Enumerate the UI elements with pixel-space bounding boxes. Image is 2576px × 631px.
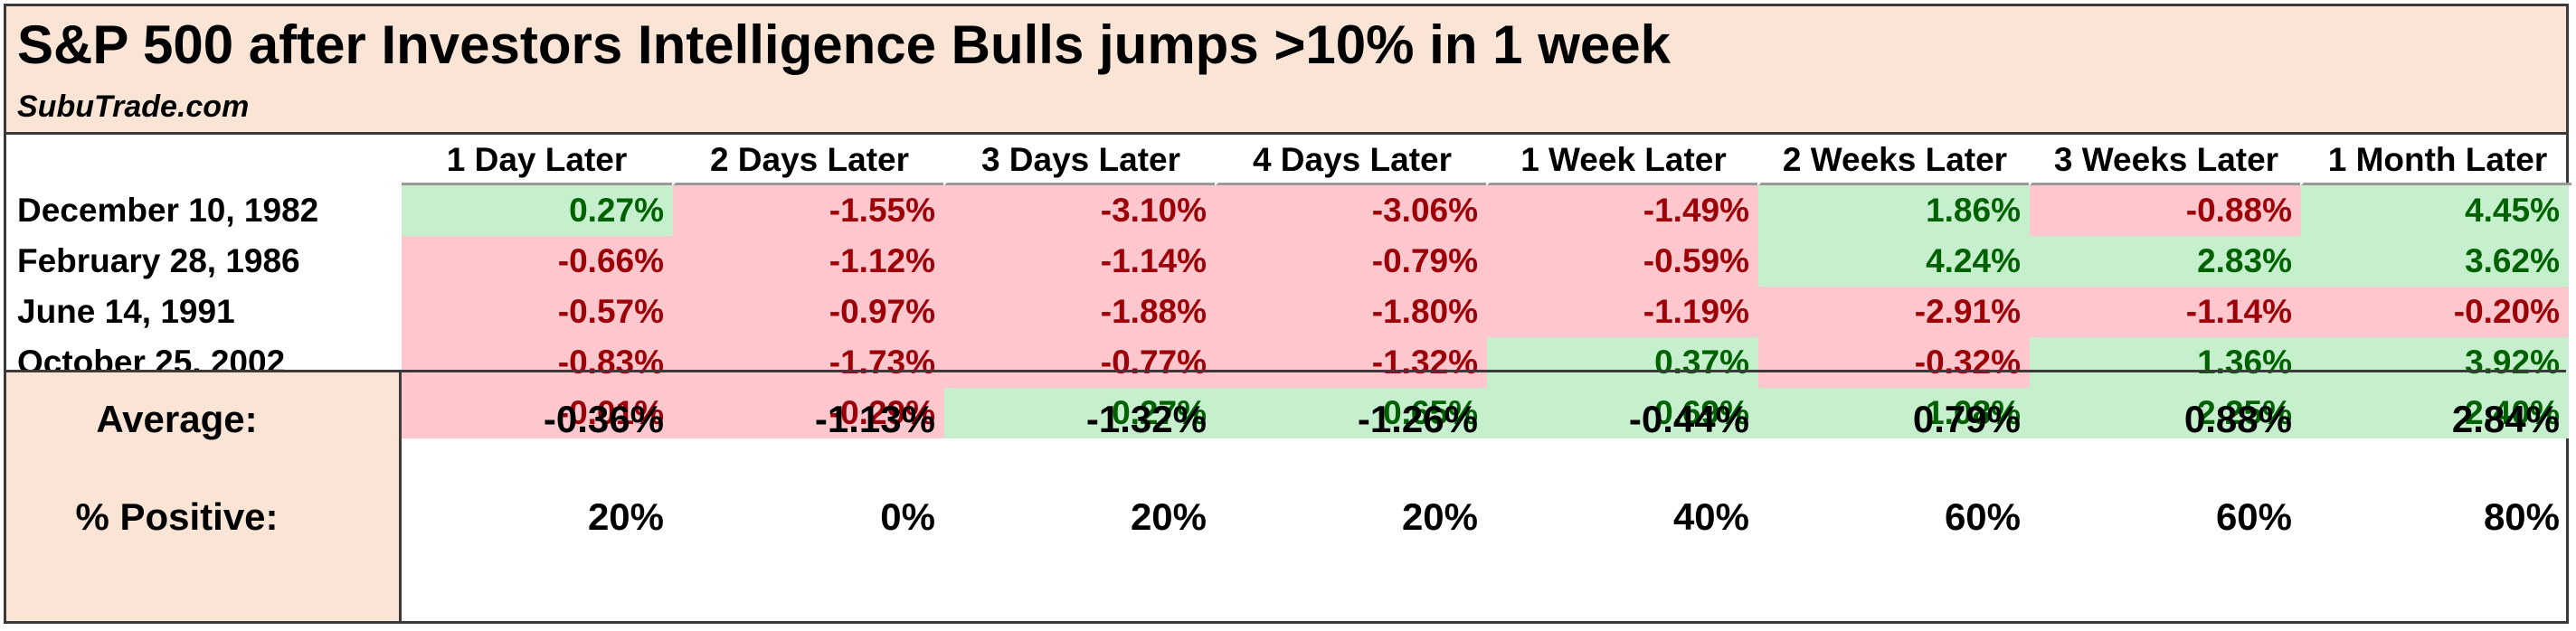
column-header: 1 Week Later bbox=[1487, 135, 1757, 185]
summary-value: 0.79% bbox=[1912, 398, 2021, 440]
table-row: February 28, 1986 -0.66% -1.12% -1.14% -0.79… bbox=[6, 236, 2569, 287]
return-cell: -1.88% bbox=[944, 287, 1216, 337]
summary-value: 60% bbox=[1944, 495, 2021, 538]
summary-label: Average: bbox=[96, 398, 258, 440]
summary-value: 0% bbox=[880, 495, 935, 538]
table-header-banner: S&P 500 after Investors Intelligence Bul… bbox=[6, 6, 2566, 135]
column-header: 3 Weeks Later bbox=[2030, 135, 2300, 185]
column-header: 1 Day Later bbox=[402, 135, 672, 185]
return-cell: -1.49% bbox=[1487, 185, 1758, 236]
table-row: December 10, 1982 0.27% -1.55% -3.10% -3.06%… bbox=[6, 185, 2569, 236]
summary-value: 20% bbox=[1401, 495, 1478, 538]
source-label: SubuTrade.com bbox=[17, 89, 250, 124]
summary-label: % Positive: bbox=[75, 495, 279, 538]
return-cell: 3.62% bbox=[2301, 236, 2569, 287]
summary-section: Average: -0.36% -1.13% -1.32% -1.26% -0.44% 0.… bbox=[6, 370, 2566, 621]
return-cell: 4.45% bbox=[2301, 185, 2569, 236]
return-cell: 0.37% bbox=[1487, 337, 1758, 388]
column-header: 1 Month Later bbox=[2301, 135, 2571, 185]
return-cell: 0.69% bbox=[1487, 388, 1758, 438]
return-cell: -0.83% bbox=[402, 337, 673, 388]
return-cell: 1.36% bbox=[2030, 337, 2301, 388]
return-cell: -1.55% bbox=[673, 185, 944, 236]
return-cell: 0.65% bbox=[1216, 388, 1487, 438]
summary-value: 20% bbox=[587, 495, 664, 538]
row-date-label: June 14, 1991 bbox=[17, 293, 235, 330]
return-cell: -3.10% bbox=[944, 185, 1216, 236]
table-row: October 31, 2014-0.01%-0.29%0.27%0.65%0.… bbox=[6, 388, 2569, 438]
return-cell: -1.19% bbox=[1487, 287, 1758, 337]
summary-value: -1.13% bbox=[814, 398, 935, 440]
summary-value: -0.44% bbox=[1628, 398, 1749, 440]
return-cell: 4.24% bbox=[1758, 236, 2030, 287]
summary-value: 0.88% bbox=[2183, 398, 2292, 440]
summary-value: 60% bbox=[2215, 495, 2292, 538]
return-cell: -0.66% bbox=[402, 236, 673, 287]
return-cell: -1.12% bbox=[673, 236, 944, 287]
percent-positive-row: % Positive: 20% 0% 20% 20% 40% 60% 60% 80% bbox=[6, 490, 2566, 544]
return-cell: -1.14% bbox=[2030, 287, 2301, 337]
return-cell: -0.79% bbox=[1216, 236, 1487, 287]
summary-value: 2.84% bbox=[2451, 398, 2560, 440]
summary-label-column bbox=[6, 372, 402, 621]
column-header: 4 Days Later bbox=[1216, 135, 1486, 185]
return-cell: 2.40% bbox=[2301, 388, 2569, 438]
return-cell: -1.14% bbox=[944, 236, 1216, 287]
summary-value: 80% bbox=[2483, 495, 2560, 538]
return-cell: -3.06% bbox=[1216, 185, 1487, 236]
return-cell: -0.32% bbox=[1758, 337, 2030, 388]
column-header: 3 Days Later bbox=[944, 135, 1215, 185]
return-cell: -0.97% bbox=[673, 287, 944, 337]
return-cell: 0.27% bbox=[402, 185, 673, 236]
return-cell: 0.27% bbox=[944, 388, 1216, 438]
table-row: June 14, 1991 -0.57% -0.97% -1.88% -1.80% -1.… bbox=[6, 287, 2569, 337]
return-cell: -0.29% bbox=[673, 388, 944, 438]
return-cell: 2.25% bbox=[2030, 388, 2301, 438]
return-cell: -1.32% bbox=[1216, 337, 1487, 388]
return-cell: -0.88% bbox=[2030, 185, 2301, 236]
column-header: 2 Weeks Later bbox=[1758, 135, 2029, 185]
summary-value: -0.36% bbox=[543, 398, 664, 440]
row-date-label: February 28, 1986 bbox=[17, 242, 300, 279]
summary-value: -1.26% bbox=[1357, 398, 1478, 440]
table-title: S&P 500 after Investors Intelligence Bul… bbox=[17, 14, 1671, 75]
return-cell: -1.80% bbox=[1216, 287, 1487, 337]
return-cell: -2.91% bbox=[1758, 287, 2030, 337]
return-cell: -0.77% bbox=[944, 337, 1216, 388]
row-date-label: December 10, 1982 bbox=[17, 192, 319, 229]
table-row: October 25, 2002 -0.83% -1.73% -0.77% -1.32%… bbox=[6, 337, 2569, 388]
return-cell: 3.92% bbox=[2301, 337, 2569, 388]
average-row: Average: -0.36% -1.13% -1.32% -1.26% -0.44% 0.… bbox=[6, 392, 2566, 447]
return-cell: 1.86% bbox=[1758, 185, 2030, 236]
return-cell: -0.20% bbox=[2301, 287, 2569, 337]
return-cell: -1.73% bbox=[673, 337, 944, 388]
column-header-row: 1 Day Later 2 Days Later 3 Days Later 4 Day… bbox=[6, 135, 2571, 185]
summary-value: -1.32% bbox=[1085, 398, 1207, 440]
return-cell: 2.83% bbox=[2030, 236, 2301, 287]
return-cell: -0.59% bbox=[1487, 236, 1758, 287]
summary-value: 40% bbox=[1672, 495, 1749, 538]
summary-value: 20% bbox=[1130, 495, 1207, 538]
results-table: S&P 500 after Investors Intelligence Bul… bbox=[4, 4, 2571, 624]
return-cell: -0.01% bbox=[402, 388, 673, 438]
column-header: 2 Days Later bbox=[673, 135, 943, 185]
return-cell: 1.08% bbox=[1758, 388, 2030, 438]
return-cell: -0.57% bbox=[402, 287, 673, 337]
